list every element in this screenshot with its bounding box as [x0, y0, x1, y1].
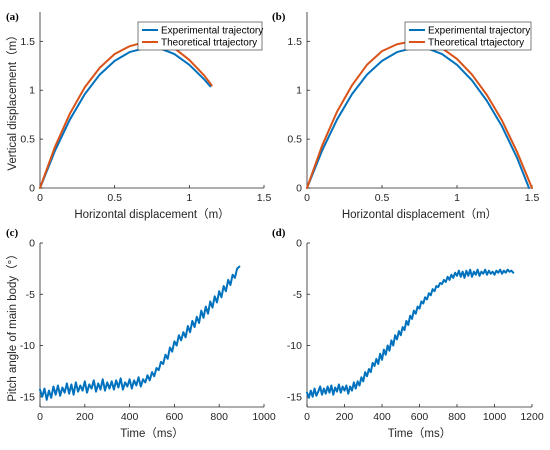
x-tick-label: 200 [76, 411, 94, 423]
y-tick-label: 1.5 [287, 36, 302, 48]
panel-label: (b) [272, 11, 286, 23]
x-tick-label: 1000 [252, 411, 276, 423]
y-tick-label: 0 [296, 238, 302, 250]
panel-label: (c) [6, 227, 19, 239]
y-tick-label: 0 [296, 183, 302, 195]
y-tick-label: 0 [29, 238, 35, 250]
y-tick-label: 0.5 [287, 134, 302, 146]
chart-panel: (d) 0 200 400 600 800 1000 1200 -15 -10 -5 0 Time（ms… [272, 227, 544, 440]
y-tick-label: -15 [20, 391, 35, 403]
y-tick-label: -10 [20, 340, 35, 352]
x-tick-label: 1.5 [525, 192, 540, 204]
legend-label: Theoretical trtajectory [161, 38, 257, 49]
x-tick-label: 0 [304, 192, 310, 204]
y-tick-label: -5 [26, 289, 35, 301]
x-tick-label: 1 [186, 192, 192, 204]
y-tick-label: -10 [287, 340, 302, 352]
panel-label: (d) [272, 227, 286, 239]
x-axis-label: Time（ms） [388, 427, 451, 440]
legend-box [137, 21, 263, 51]
x-tick-label: 1.5 [257, 192, 272, 204]
x-axis-label: Time（ms） [120, 427, 183, 440]
x-tick-label: 0 [37, 411, 43, 423]
chart-panel: (b) 0 0.5 1 1.5 0 0.5 1 1.5 Horizontal displaceme… [272, 11, 539, 221]
x-tick-label: 800 [210, 411, 228, 423]
y-axis-label: Vertical displacement（m） [6, 29, 19, 170]
panel-label: (a) [6, 11, 19, 23]
x-tick-label: 1000 [483, 411, 507, 423]
y-tick-label: -5 [293, 289, 302, 301]
series-line [39, 265, 241, 401]
x-axis-label: Horizontal displacement（m） [74, 208, 229, 221]
x-tick-label: 600 [166, 411, 184, 423]
x-tick-label: 200 [336, 411, 354, 423]
legend-label: Experimental trajectory [161, 26, 263, 37]
x-tick-label: 0.5 [107, 192, 122, 204]
y-tick-label: -15 [287, 391, 302, 403]
series-line [306, 46, 530, 189]
x-tick-label: 0 [304, 411, 310, 423]
legend-label: Theoretical trtajectory [428, 38, 524, 49]
x-tick-label: 400 [121, 411, 139, 423]
y-tick-label: 0.5 [20, 134, 35, 146]
y-tick-label: 1 [296, 85, 302, 97]
y-tick-label: 1.5 [20, 36, 35, 48]
x-tick-label: 600 [411, 411, 429, 423]
x-tick-label: 400 [373, 411, 391, 423]
legend-label: Experimental trajectory [428, 26, 530, 37]
x-tick-label: 0 [37, 192, 43, 204]
y-tick-label: 0 [29, 183, 35, 195]
y-tick-label: 1 [29, 85, 35, 97]
series-line [39, 40, 213, 189]
legend-box [404, 21, 532, 51]
chart-panel: (c) 0 200 400 600 800 1000 -15 -10 -5 0 Time（ms） Pit… [6, 227, 276, 440]
series-line [306, 268, 515, 399]
series-line [39, 46, 212, 189]
chart-panel: (a) 0 0.5 1 1.5 0 0.5 1 1.5 Horizontal displaceme… [6, 11, 271, 221]
x-tick-label: 1200 [520, 411, 544, 423]
y-axis-label: Pitch angle of main body（°） [6, 248, 19, 402]
x-axis-label: Horizontal displacement（m） [342, 208, 497, 221]
x-tick-label: 0.5 [375, 192, 390, 204]
x-tick-label: 800 [448, 411, 466, 423]
x-tick-label: 1 [454, 192, 460, 204]
